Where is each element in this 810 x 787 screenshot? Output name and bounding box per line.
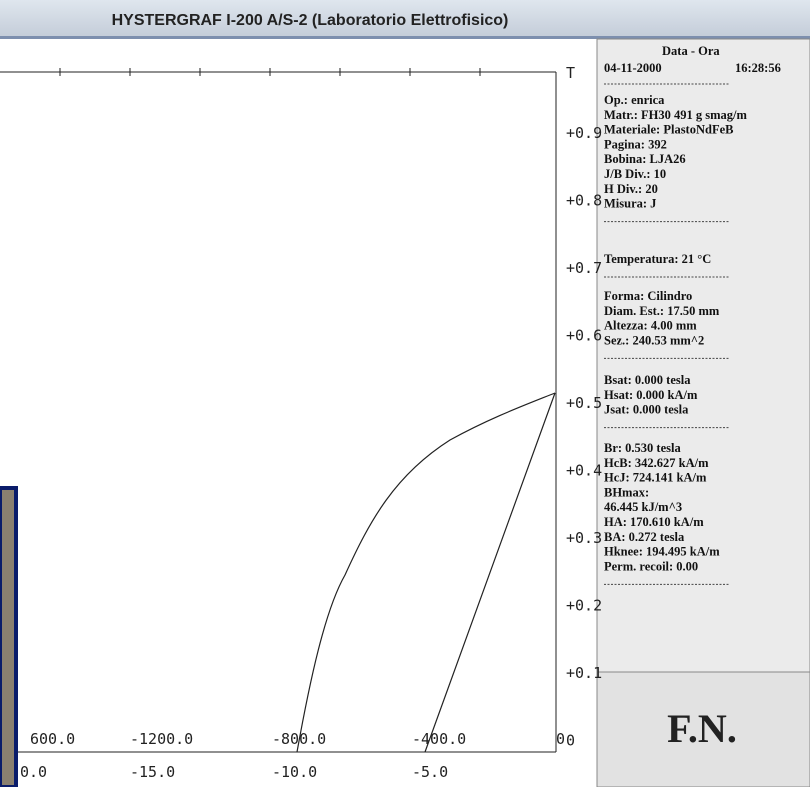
x-label-j: -5.0 xyxy=(412,763,448,781)
x-label-h: 600.0 xyxy=(30,730,75,748)
panel-line: Jsat: 0.000 tesla xyxy=(604,403,689,417)
y-label: +0.4 xyxy=(566,462,602,480)
demagnetization-curve-b xyxy=(297,393,555,752)
panel-line: Br: 0.530 tesla xyxy=(604,441,681,455)
x-label-h: -800.0 xyxy=(272,730,326,748)
panel-date: 04-11-2000 xyxy=(604,61,662,75)
panel-line: HcJ: 724.141 kA/m xyxy=(604,471,707,485)
panel-line: Altezza: 4.00 mm xyxy=(604,319,697,333)
panel-line: Perm. recoil: 0.00 xyxy=(604,559,698,573)
demagnetization-curve-j xyxy=(425,393,555,752)
panel-line: Temperatura: 21 °C xyxy=(604,252,711,266)
panel-line: BA: 0.272 tesla xyxy=(604,530,685,544)
panel-line: Diam. Est.: 17.50 mm xyxy=(604,304,720,318)
panel-line: J/B Div.: 10 xyxy=(604,167,666,181)
photo-window xyxy=(0,488,16,787)
y-label: +0.5 xyxy=(566,394,602,412)
panel-line: Pagina: 392 xyxy=(604,137,667,151)
screen: HYSTERGRAF I-200 A/S-2 (Laboratorio Elet… xyxy=(0,0,810,787)
x-label-h: 0 xyxy=(556,730,565,748)
panel-line: Materiale: PlastoNdFeB xyxy=(604,123,733,137)
panel-line: H Div.: 20 xyxy=(604,182,658,196)
panel-line: Bobina: LJA26 xyxy=(604,152,686,166)
window-title: HYSTERGRAF I-200 A/S-2 (Laboratorio Elet… xyxy=(112,12,509,29)
panel-line: Hknee: 194.495 kA/m xyxy=(604,545,720,559)
x-label-j: -15.0 xyxy=(130,763,175,781)
x-label-h: -400.0 xyxy=(412,730,466,748)
panel-line: Forma: Cilindro xyxy=(604,289,692,303)
y-label: +0.3 xyxy=(566,529,602,547)
panel-line: Hsat: 0.000 kA/m xyxy=(604,388,698,402)
y-label: +0.7 xyxy=(566,259,602,277)
y-label: +0.8 xyxy=(566,192,602,210)
unit-label: T xyxy=(566,64,575,82)
x-label-j: 0.0 xyxy=(20,763,47,781)
panel-line: 46.445 kJ/m^3 xyxy=(604,500,682,514)
panel-time: 16:28:56 xyxy=(735,61,781,75)
panel-line: Bsat: 0.000 tesla xyxy=(604,373,691,387)
panel-line: Op.: enrica xyxy=(604,93,665,107)
x-label-j: -10.0 xyxy=(272,763,317,781)
y-label: +0.2 xyxy=(566,597,602,615)
panel-line: HA: 170.610 kA/m xyxy=(604,515,704,529)
panel-line: Matr.: FH30 491 g smag/m xyxy=(604,108,748,122)
panel-line: BHmax: xyxy=(604,485,649,499)
x-label-h: -1200.0 xyxy=(130,730,193,748)
panel-line: Misura: J xyxy=(604,197,656,211)
panel-line: HcB: 342.627 kA/m xyxy=(604,456,709,470)
panel-header: Data - Ora xyxy=(662,44,720,58)
y-label: 0 xyxy=(566,732,575,750)
y-label: +0.1 xyxy=(566,664,602,682)
panel-line: Sez.: 240.53 mm^2 xyxy=(604,333,704,347)
y-label: +0.9 xyxy=(566,124,602,142)
y-label: +0.6 xyxy=(566,327,602,345)
logo: F.N. xyxy=(667,706,737,751)
